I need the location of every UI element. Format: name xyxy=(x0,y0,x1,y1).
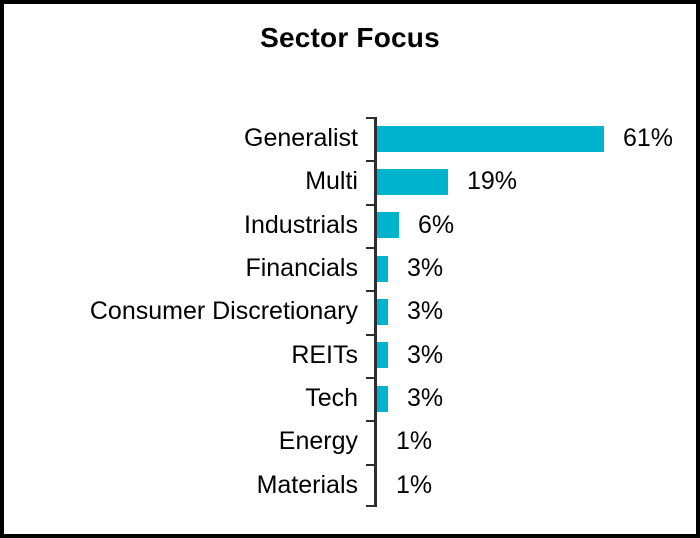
axis-tick xyxy=(366,420,374,422)
plot-area: Generalist 61% Multi 19% Industrials 6% Financ… xyxy=(4,117,696,509)
bar-area: 1% xyxy=(377,464,432,507)
bar-area: 3% xyxy=(377,290,443,333)
value-label: 19% xyxy=(467,167,518,196)
bar xyxy=(377,298,388,325)
bar xyxy=(377,212,399,239)
value-label: 1% xyxy=(396,470,433,499)
category-label: Financials xyxy=(245,254,358,283)
value-label: 61% xyxy=(623,124,674,153)
category-label: Multi xyxy=(305,167,358,196)
bar-area: 6% xyxy=(377,204,454,247)
bar xyxy=(377,255,388,282)
value-label: 6% xyxy=(418,210,455,239)
category-label: Industrials xyxy=(244,210,358,239)
chart-row: Financials 3% xyxy=(4,247,696,290)
bar xyxy=(377,385,388,412)
chart-row: Consumer Discretionary 3% xyxy=(4,290,696,333)
bar-area: 61% xyxy=(377,117,673,160)
chart-row: Multi 19% xyxy=(4,160,696,203)
chart-row: Generalist 61% xyxy=(4,117,696,160)
chart-title: Sector Focus xyxy=(260,22,440,53)
bar-area: 3% xyxy=(377,247,443,290)
category-label: Consumer Discretionary xyxy=(89,297,358,326)
value-label: 3% xyxy=(407,384,444,413)
chart-row: Materials 1% xyxy=(4,464,696,507)
bar xyxy=(377,125,604,152)
chart-row: Energy 1% xyxy=(4,420,696,463)
category-label: Generalist xyxy=(244,124,358,153)
value-label: 1% xyxy=(396,427,433,456)
category-label: REITs xyxy=(291,340,358,369)
value-label: 3% xyxy=(407,254,444,283)
axis-tick xyxy=(366,247,374,249)
value-label: 3% xyxy=(407,340,444,369)
axis-tick xyxy=(366,464,374,466)
axis-tick xyxy=(366,204,374,206)
category-label: Energy xyxy=(278,427,358,456)
axis-tick xyxy=(366,117,374,119)
bar-rows: Generalist 61% Multi 19% Industrials 6% Financ… xyxy=(4,117,696,507)
category-label: Materials xyxy=(256,470,358,499)
category-label: Tech xyxy=(305,384,358,413)
axis-tick xyxy=(366,334,374,336)
bar xyxy=(377,168,448,195)
bar-area: 19% xyxy=(377,160,517,203)
chart-row: REITs 3% xyxy=(4,334,696,377)
bar-area: 3% xyxy=(377,377,443,420)
value-label: 3% xyxy=(407,297,444,326)
axis-tick xyxy=(366,505,374,507)
bar-area: 3% xyxy=(377,334,443,377)
axis-tick xyxy=(366,290,374,292)
axis-tick xyxy=(366,377,374,379)
bar-area: 1% xyxy=(377,420,432,463)
y-axis-line xyxy=(374,117,377,507)
chart-row: Industrials 6% xyxy=(4,204,696,247)
axis-tick xyxy=(366,160,374,162)
bar xyxy=(377,342,388,369)
chart-row: Tech 3% xyxy=(4,377,696,420)
